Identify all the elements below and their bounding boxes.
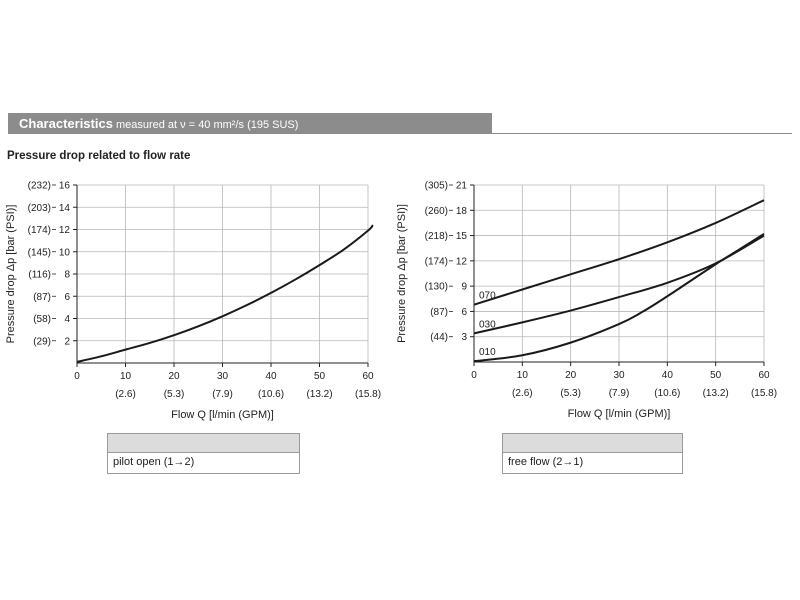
x-tick-label-secondary: (15.8): [751, 388, 777, 399]
y-tick-label: 12: [59, 225, 71, 236]
y-tick-label: 3: [461, 332, 467, 343]
section-title: Pressure drop related to flow rate: [7, 150, 191, 162]
y-tick-label-secondary: (87): [430, 307, 448, 318]
x-tick-label-secondary: (7.9): [609, 388, 630, 399]
y-tick-label-secondary: (174): [28, 225, 51, 236]
section-header-rule: [492, 133, 792, 134]
x-tick-label-secondary: (15.8): [355, 389, 381, 400]
x-tick-label: 50: [710, 370, 722, 381]
y-tick-label-secondary: (87): [33, 292, 51, 303]
series-line-curve: [76, 224, 374, 363]
x-tick-label-secondary: (7.9): [212, 389, 233, 400]
x-tick-label-secondary: (10.6): [654, 388, 680, 399]
legend-free-flow: free flow (2→1): [502, 433, 683, 474]
y-tick-label: 12: [456, 256, 468, 267]
x-tick-label: 60: [758, 370, 770, 381]
x-tick-label-secondary: (2.6): [115, 389, 136, 400]
legend-header: [503, 434, 682, 453]
y-tick-label-secondary: (174): [425, 256, 448, 267]
y-tick-label-secondary: (44): [430, 332, 448, 343]
y-tick-label-secondary: (305): [425, 181, 448, 192]
header-subtitle: measured at ν = 40 mm²/s (195 SUS): [115, 119, 299, 131]
x-tick-label: 30: [613, 370, 625, 381]
series-label: 070: [479, 291, 496, 302]
x-tick-label-secondary: (13.2): [306, 389, 332, 400]
series-line-070: [473, 199, 765, 306]
legend-pilot-open: pilot open (1→2): [107, 433, 300, 474]
y-tick-label-secondary: (58): [33, 314, 51, 325]
series-label: 010: [479, 347, 496, 358]
y-tick-label-secondary: (116): [28, 270, 51, 281]
y-tick-label: 6: [64, 292, 70, 303]
x-tick-label: 40: [265, 371, 277, 382]
y-tick-label-secondary: (145): [28, 247, 51, 258]
x-tick-label-secondary: (10.6): [258, 389, 284, 400]
y-tick-label-secondary: (218): [425, 231, 448, 242]
y-tick-label-secondary: (232): [28, 181, 51, 192]
y-axis-title: Pressure drop Δp [bar (PSI)]: [396, 204, 408, 343]
x-tick-label-secondary: (13.2): [703, 388, 729, 399]
y-tick-label: 15: [456, 231, 468, 242]
y-tick-label: 6: [461, 307, 467, 318]
x-tick-label-secondary: (5.3): [164, 389, 185, 400]
legend-label: free flow (2→1): [508, 456, 584, 468]
y-tick-label: 16: [59, 181, 71, 192]
x-tick-label: 20: [565, 370, 577, 381]
y-tick-label: 2: [64, 336, 70, 347]
y-tick-label: 8: [64, 270, 70, 281]
legend-header: [108, 434, 299, 453]
x-tick-label: 50: [314, 371, 326, 382]
x-tick-label: 20: [168, 371, 180, 382]
x-tick-label: 30: [217, 371, 229, 382]
series-label: 030: [479, 319, 496, 330]
x-tick-label-secondary: (5.3): [560, 388, 581, 399]
x-axis-title: Flow Q [l/min (GPM)]: [568, 408, 671, 420]
x-tick-label: 40: [662, 370, 674, 381]
y-tick-label-secondary: (260): [425, 206, 448, 217]
y-tick-label: 21: [456, 181, 468, 192]
header-title-text: Characteristics: [19, 116, 113, 131]
legend-label: pilot open (1→2): [113, 456, 195, 468]
y-tick-label: 10: [59, 247, 71, 258]
x-tick-label: 10: [120, 371, 132, 382]
y-tick-label: 4: [64, 314, 70, 325]
x-tick-label: 0: [74, 371, 80, 382]
y-tick-label-secondary: (130): [425, 282, 448, 293]
x-axis-title: Flow Q [l/min (GPM)]: [171, 409, 274, 421]
y-tick-label-secondary: (29): [33, 336, 51, 347]
section-header-bar: [8, 113, 492, 134]
x-tick-label-secondary: (2.6): [512, 388, 533, 399]
y-tick-label: 18: [456, 206, 468, 217]
x-tick-label: 10: [517, 370, 529, 381]
y-axis-title: Pressure drop Δp [bar (PSI)]: [5, 205, 17, 344]
y-tick-label: 14: [59, 203, 71, 214]
y-tick-label-secondary: (203): [28, 203, 51, 214]
x-tick-label: 60: [362, 371, 374, 382]
y-tick-label: 9: [461, 282, 467, 293]
x-tick-label: 0: [471, 370, 477, 381]
series-line-010: [473, 233, 765, 363]
section-header-title: Characteristics measured at ν = 40 mm²/s …: [19, 116, 298, 131]
